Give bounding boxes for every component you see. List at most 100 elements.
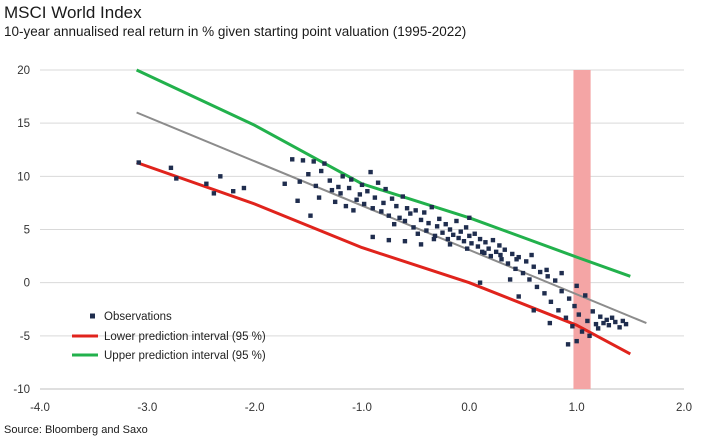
y-tick-label: 15: [17, 118, 30, 130]
observation-point: [587, 333, 592, 339]
observation-point: [447, 242, 453, 247]
observation-point: [565, 342, 571, 347]
observation-point: [370, 234, 375, 240]
observation-point: [620, 318, 626, 324]
observation-points: [136, 157, 629, 347]
observation-point: [311, 159, 316, 164]
observation-point: [477, 236, 483, 242]
observation-point: [472, 231, 477, 236]
observation-point: [354, 197, 359, 202]
observation-point: [553, 278, 558, 283]
observation-point: [499, 257, 504, 262]
x-axis-ticks: -4.0 -3.0 -2.0 -1.0 0.0 1.0 2.0: [30, 402, 692, 414]
chart-title: MSCI World Index: [4, 3, 142, 22]
observation-point: [563, 315, 569, 320]
x-tick-label: -3.0: [137, 402, 157, 414]
source-note: Source: Bloomberg and Saxo: [4, 424, 148, 436]
legend-label: Lower prediction interval (95 %): [104, 331, 266, 343]
observation-point: [451, 232, 456, 238]
observation-point: [498, 252, 503, 258]
observation-point: [598, 314, 603, 319]
observation-point: [404, 206, 410, 211]
observation-point: [204, 181, 209, 186]
observation-point: [574, 283, 579, 289]
y-tick-label: 0: [24, 278, 30, 290]
observation-point: [295, 198, 300, 203]
observation-point: [513, 266, 518, 272]
observation-point: [601, 320, 606, 326]
observation-point: [572, 303, 577, 309]
observation-point: [381, 200, 386, 206]
observation-point: [322, 161, 327, 166]
observation-point: [402, 218, 408, 224]
observation-point: [463, 225, 469, 230]
observation-point: [445, 236, 451, 242]
observation-point: [617, 325, 622, 330]
observation-point: [400, 194, 405, 199]
observation-point: [349, 177, 354, 182]
observation-point: [542, 291, 547, 296]
observation-point: [386, 213, 392, 218]
observation-point: [606, 323, 612, 328]
observation-point: [392, 221, 397, 227]
observation-point: [464, 246, 470, 251]
observation-point: [574, 338, 579, 344]
observation-point: [241, 185, 247, 191]
observation-point: [408, 211, 413, 216]
observation-point: [136, 160, 141, 165]
observation-point: [502, 247, 507, 252]
observation-point: [613, 319, 618, 325]
observation-point: [432, 233, 438, 239]
legend-marker-observations: [90, 313, 95, 319]
observation-point: [505, 261, 511, 266]
x-tick-label: 2.0: [676, 402, 692, 414]
observation-point: [520, 270, 526, 276]
observation-point: [327, 178, 332, 183]
x-tick-label: -4.0: [30, 402, 50, 414]
observation-point: [524, 259, 529, 264]
observation-point: [231, 189, 236, 194]
y-tick-label: 10: [17, 171, 30, 183]
lower-prediction-line: [136, 161, 632, 356]
observation-point: [570, 324, 575, 329]
observation-point: [486, 246, 491, 251]
x-tick-label: 0.0: [461, 402, 477, 414]
observation-point: [527, 277, 532, 282]
observation-point: [174, 176, 179, 181]
observation-point: [467, 233, 472, 239]
observation-point: [351, 208, 356, 213]
observation-point: [447, 227, 453, 232]
observation-point: [383, 186, 388, 192]
observation-point: [609, 315, 615, 320]
observation-point: [379, 209, 384, 214]
observation-point: [389, 196, 395, 201]
observation-point: [338, 191, 343, 196]
observation-point: [537, 269, 543, 275]
highlight-band: [573, 70, 591, 389]
observation-point: [346, 185, 352, 191]
observation-point: [424, 228, 429, 233]
observation-point: [458, 229, 463, 234]
observation-point: [604, 317, 609, 323]
highlight-band-rect: [573, 70, 591, 389]
observation-point: [482, 250, 487, 256]
observation-point: [300, 158, 306, 163]
observation-point: [290, 157, 295, 162]
observation-point: [590, 309, 595, 314]
y-tick-label: -10: [13, 384, 30, 396]
observation-point: [477, 280, 483, 285]
observation-point: [418, 217, 424, 223]
y-axis-ticks: 20 15 10 5 0 -5 -10: [13, 65, 30, 396]
observation-point: [531, 308, 536, 313]
upper-prediction-line: [135, 68, 631, 278]
observation-point: [218, 174, 223, 179]
observation-point: [297, 179, 302, 184]
observation-point: [319, 168, 324, 174]
observation-point: [361, 201, 367, 207]
observation-point: [431, 236, 437, 242]
observation-point: [413, 208, 418, 213]
observation-point: [443, 221, 448, 227]
observation-point: [547, 320, 553, 326]
